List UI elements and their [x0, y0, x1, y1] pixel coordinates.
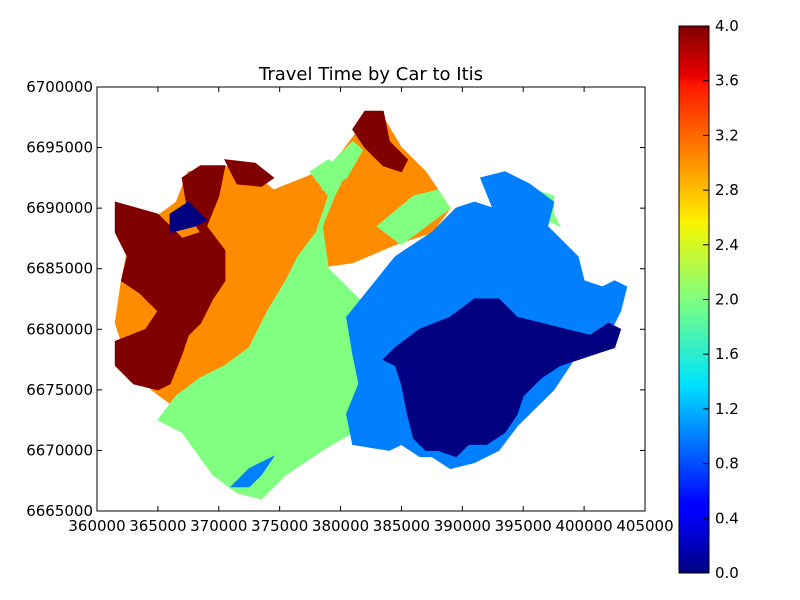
plot-area [97, 87, 645, 511]
chart-title: Travel Time by Car to Itis [258, 64, 483, 85]
heatmap-regions [114, 110, 628, 500]
region-10 [382, 298, 622, 458]
x-tick-label: 375000 [251, 517, 308, 535]
colorbar-tick-label: 0.8 [715, 455, 739, 473]
x-tick-label: 400000 [555, 517, 612, 535]
region-3 [352, 110, 409, 173]
colorbar-tick-label: 2.0 [715, 291, 739, 309]
colorbar: 0.0 0.4 0.8 1.2 1.6 2.0 2.4 2.8 3.2 3.6 4.0 [678, 17, 739, 582]
region-11 [169, 201, 208, 234]
region-9 [229, 455, 276, 488]
x-tick-label: 380000 [312, 517, 369, 535]
colorbar-ticks: 0.0 0.4 0.8 1.2 1.6 2.0 2.4 2.8 3.2 3.6 4.0 [703, 17, 739, 582]
region-2 [224, 159, 275, 187]
colorbar-tick-label: 2.8 [715, 181, 739, 199]
y-tick-label: 6665000 [26, 502, 93, 520]
colorbar-tick-label: 2.4 [715, 236, 739, 254]
x-axis: 360000 365000 370000 375000 380000 385000 3900… [68, 87, 674, 535]
colorbar-tick-label: 3.2 [715, 126, 739, 144]
colorbar-tick-label: 1.2 [715, 400, 739, 418]
y-tick-label: 6670000 [26, 441, 93, 459]
y-tick-label: 6680000 [26, 320, 93, 338]
colorbar-tick-label: 4.0 [715, 17, 739, 35]
x-tick-label: 405000 [616, 517, 673, 535]
x-tick-label: 390000 [434, 517, 491, 535]
colorbar-tick-label: 0.0 [715, 564, 739, 582]
region-5 [321, 140, 364, 192]
y-tick-label: 6685000 [26, 260, 93, 278]
x-tick-label: 370000 [190, 517, 247, 535]
y-tick-label: 6700000 [26, 78, 93, 96]
plot-frame [96, 86, 646, 512]
colorbar-tick-label: 1.6 [715, 345, 739, 363]
colorbar-tick-label: 3.6 [715, 72, 739, 90]
region-6 [376, 189, 451, 246]
x-tick-label: 385000 [373, 517, 430, 535]
y-axis: 6665000 6670000 6675000 6680000 6685000 66900… [26, 78, 645, 520]
region-4 [157, 159, 402, 500]
x-tick-label: 365000 [129, 517, 186, 535]
y-tick-label: 6690000 [26, 199, 93, 217]
y-tick-label: 6675000 [26, 381, 93, 399]
x-tick-label: 360000 [68, 517, 125, 535]
x-tick-label: 395000 [495, 517, 552, 535]
colorbar-tick-label: 0.4 [715, 509, 739, 527]
y-tick-label: 6695000 [26, 139, 93, 157]
